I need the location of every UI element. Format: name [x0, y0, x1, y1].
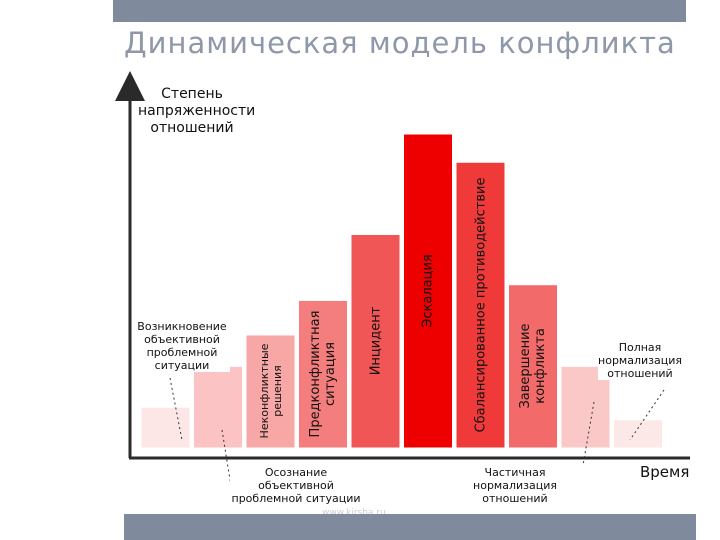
stage-bar-3	[245, 334, 296, 449]
stage-label-6: Эскалация	[420, 254, 436, 328]
y-axis-label: Степень напряженности отношений	[138, 86, 256, 136]
stage-label-4: Предконфликтная ситуация	[308, 310, 338, 438]
callout-line-full	[629, 389, 665, 441]
stage-label-3: Неконфликтные решения	[257, 344, 284, 439]
callout-emergence: Возникновение объективной проблемной сит…	[134, 320, 230, 372]
callout-partial: Частичная нормализация отношений	[444, 466, 586, 505]
callout-line-partial	[577, 401, 595, 495]
watermark: www.kirsha.ru	[322, 508, 386, 518]
stage-bar-8	[508, 284, 558, 449]
callout-line-emergence	[169, 377, 183, 441]
stage-label-8: Завершение конфликта	[518, 323, 548, 409]
stage-bar-6	[403, 133, 453, 449]
stage-label-5: Инцидент	[368, 306, 383, 376]
stage-bar-4	[298, 299, 348, 449]
callout-full: Полная нормализация отношений	[598, 341, 682, 380]
stage-bar-1	[140, 406, 191, 449]
stage-label-7: Сбалансированное противодействие	[473, 177, 488, 433]
callout-line-awareness	[221, 429, 233, 493]
stage-bar-7	[455, 161, 506, 449]
top-decor-bar	[113, 0, 686, 22]
slide-title: Динамическая модель конфликта	[124, 26, 676, 60]
stage-bar-5	[350, 233, 401, 449]
callout-awareness: Осознание объективной проблемной ситуаци…	[230, 466, 362, 505]
stage-bar-2	[193, 365, 243, 449]
stage-bar-10	[613, 419, 663, 449]
x-axis-label: Время	[640, 463, 690, 481]
bottom-decor-bar	[124, 514, 696, 540]
